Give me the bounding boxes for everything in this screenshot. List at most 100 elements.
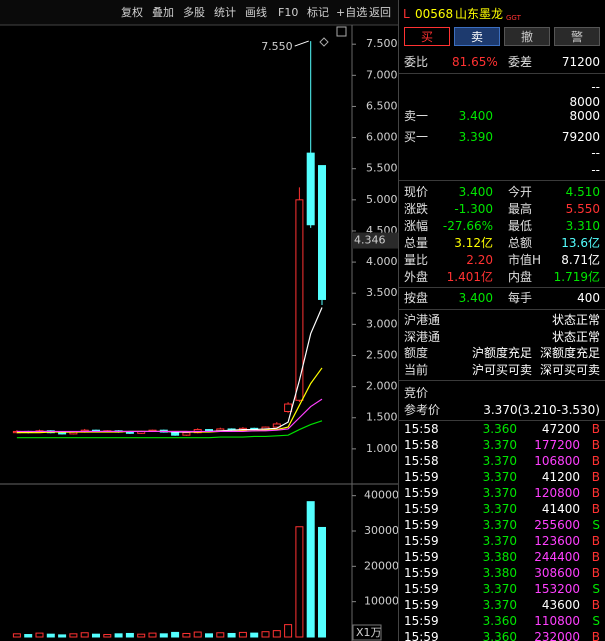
trade-button[interactable]: 撤: [504, 27, 550, 46]
label: 总额: [508, 236, 533, 250]
label: 参考价: [404, 403, 441, 417]
y-tick-label: 5.000: [366, 193, 398, 206]
trade-time: 15:59: [404, 486, 439, 500]
volume-bar: [284, 624, 293, 638]
market-tag: L: [403, 7, 410, 21]
toolbar-button[interactable]: 复权: [121, 5, 143, 19]
icon[interactable]: [336, 26, 347, 37]
trade-side: B: [591, 502, 600, 516]
toolbar-button[interactable]: 返回: [369, 6, 391, 19]
toolbar-button[interactable]: 多股: [183, 5, 205, 19]
value: 5.550: [565, 202, 600, 216]
trade-time: 15:59: [404, 630, 439, 641]
trade-time: 15:59: [404, 470, 439, 484]
trade-price: 3.360: [482, 422, 517, 436]
label: 买一: [404, 130, 429, 144]
volume: 79200: [561, 130, 600, 144]
label: 额度: [404, 346, 429, 360]
trade-side: B: [591, 486, 600, 500]
value: 3.12亿: [454, 236, 493, 250]
toolbar-button[interactable]: 标记: [307, 5, 329, 19]
trade-side: B: [591, 550, 600, 564]
toolbar-button[interactable]: 画线: [245, 5, 267, 19]
label: 当前: [404, 362, 429, 377]
volume-bar: [148, 632, 157, 638]
label: 今开: [508, 185, 533, 199]
stock-tag: GGT: [506, 14, 521, 22]
trade-side: B: [591, 454, 600, 468]
trade-side: B: [591, 470, 600, 484]
kline-chart: 复权 叠加 多股 统计 画线 F10 标记 +自选 返回 1.000 1.500 2.000 2.500…: [0, 0, 398, 641]
volume-bar: [46, 633, 55, 638]
y-tick-label: 3.000: [366, 317, 398, 330]
trade-volume: 255600: [534, 518, 580, 532]
trade-price: 3.370: [482, 518, 517, 532]
y-tick-label: 7.500: [366, 37, 398, 50]
toolbar-bg: [0, 0, 398, 25]
volume-bar: [261, 631, 270, 638]
trade-side: B: [591, 630, 600, 641]
separator: [399, 309, 605, 310]
ask-volume: 8000: [569, 95, 600, 109]
trade-price: 3.380: [482, 566, 517, 580]
status: 深额度充足: [539, 346, 600, 360]
value: 400: [577, 291, 600, 305]
volume-bar: [205, 633, 213, 638]
stock-name: 山东墨龙: [455, 7, 504, 21]
volume-bar: [227, 632, 236, 638]
y-tick-label: 20000: [364, 559, 398, 572]
label: 涨幅: [404, 219, 429, 233]
volume-bar: [125, 632, 134, 638]
y-tick-label: 7.000: [366, 68, 398, 81]
label: 竞价: [404, 386, 429, 400]
volume-bar: [171, 631, 180, 638]
trade-price: 3.370: [482, 454, 517, 468]
toolbar-button[interactable]: 叠加: [152, 6, 174, 19]
separator: [399, 380, 605, 381]
toolbar-button[interactable]: +自选: [336, 6, 367, 19]
y-tick-label: 5.500: [366, 162, 398, 175]
toolbar-button[interactable]: 统计: [214, 6, 236, 19]
value: 1.401亿: [446, 270, 493, 284]
separator: [399, 73, 605, 74]
toolbar-button[interactable]: F10: [278, 6, 298, 19]
trade-time: 15:59: [404, 598, 439, 612]
annotation-arrow: [294, 40, 309, 47]
price: 3.400: [458, 109, 493, 123]
volume-bar: [114, 633, 123, 638]
y-tick-label: 2.000: [366, 380, 398, 393]
trade-price: 3.370: [482, 438, 517, 452]
trade-button[interactable]: 买: [404, 27, 450, 46]
volume-bar: [80, 632, 89, 638]
volume-bar: [159, 633, 168, 638]
y-tick-label: 30000: [364, 524, 398, 537]
trade-price: 3.360: [482, 630, 517, 641]
value: 2.20: [466, 253, 493, 267]
label: 外盘: [404, 270, 429, 284]
icon[interactable]: [319, 37, 329, 47]
volume-bar: [58, 634, 67, 638]
value: 81.65%: [452, 55, 498, 69]
separator: [399, 287, 605, 288]
trade-button[interactable]: 警: [554, 27, 600, 46]
label: 最高: [508, 202, 533, 216]
y-tick-label: 1.500: [366, 411, 398, 424]
candle-body: [306, 152, 315, 226]
candle-body: [205, 429, 213, 432]
volume-bar: [216, 632, 225, 638]
volume-bar: [295, 526, 304, 638]
trade-volume: 41200: [541, 470, 580, 484]
separator: [399, 420, 605, 421]
trade-price: 3.370: [482, 534, 517, 548]
y-tick-label: 1.000: [366, 442, 398, 455]
label: 总量: [404, 236, 429, 250]
trade-volume: 308600: [534, 566, 580, 580]
trade-time: 15:58: [404, 454, 439, 468]
bid-volume: --: [591, 163, 600, 177]
trade-price: 3.370: [482, 582, 517, 596]
value: 3.310: [565, 219, 600, 233]
trade-button[interactable]: 卖: [454, 27, 500, 46]
value: -27.66%: [442, 219, 493, 233]
unit-label: X1万: [356, 626, 382, 639]
volume-bar: [92, 633, 100, 638]
